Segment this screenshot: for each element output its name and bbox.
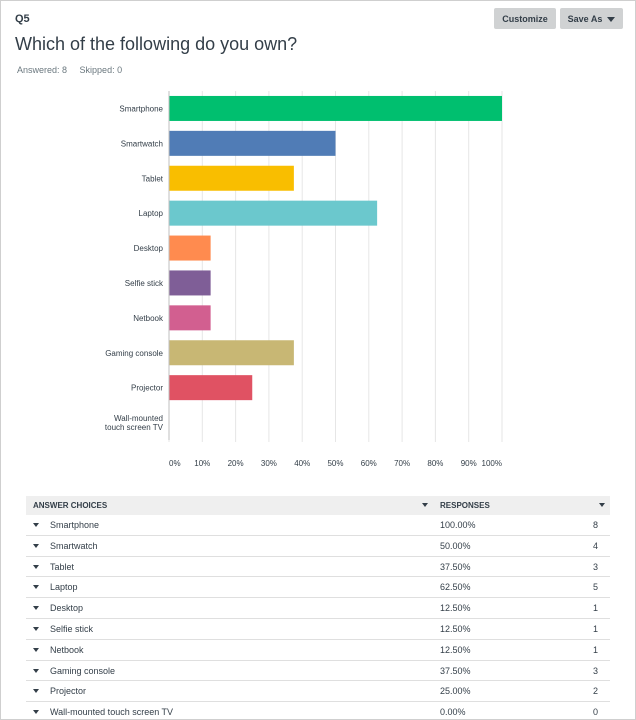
bar[interactable] [169, 235, 211, 261]
bar[interactable] [169, 340, 294, 366]
response-count: 1 [592, 603, 598, 614]
bar[interactable] [169, 270, 211, 296]
category-label: Smartwatch [121, 139, 163, 148]
table-row[interactable]: Tablet 37.50% 3 [26, 557, 610, 578]
response-percent: 100.00% [440, 520, 476, 530]
bar[interactable] [169, 165, 294, 191]
category-label: Netbook [133, 314, 164, 323]
x-tick-label: 40% [294, 459, 310, 468]
category-label: Laptop [139, 209, 164, 218]
expand-row-icon[interactable] [33, 710, 39, 715]
table-row[interactable]: Projector 25.00% 2 [26, 681, 610, 703]
x-tick-label: 60% [361, 459, 377, 468]
category-label: Desktop [134, 244, 164, 253]
response-percent: 12.50% [440, 644, 471, 655]
expand-row-icon[interactable] [33, 523, 39, 527]
answer-table: ANSWER CHOICES RESPONSES Smartphone 100.0… [26, 496, 610, 719]
answered-count: Answered: 8 [17, 65, 68, 75]
response-count: 3 [592, 665, 598, 676]
response-count: 8 [592, 520, 598, 530]
customize-button[interactable]: Customize [494, 8, 556, 29]
x-tick-label: 70% [394, 459, 410, 468]
response-count: 5 [592, 582, 598, 593]
bar[interactable] [169, 375, 253, 401]
sort-responses-icon[interactable] [599, 503, 605, 507]
answer-choice-label: Smartwatch [50, 540, 98, 551]
table-row[interactable]: Desktop 12.50% 1 [26, 598, 610, 619]
table-row[interactable]: Smartwatch 50.00% 4 [26, 536, 610, 557]
question-title: Which of the following do you own? [15, 34, 298, 54]
x-tick-label: 50% [327, 459, 343, 468]
response-percent: 50.00% [440, 540, 471, 551]
response-percent: 37.50% [440, 561, 471, 572]
answer-choice-label: Wall-mounted touch screen TV [50, 707, 174, 718]
response-percent: 12.50% [440, 623, 471, 634]
skipped-count: Skipped: 0 [79, 65, 123, 75]
category-label: Smartphone [119, 104, 163, 113]
bar[interactable] [169, 95, 502, 121]
answer-choice-label: Netbook [50, 644, 84, 655]
x-tick-label: 20% [228, 459, 244, 468]
bar-chart: Smartphone Smartwatch Tablet Laptop Desktop S… [105, 91, 503, 468]
table-row[interactable]: Gaming console 37.50% 3 [26, 661, 610, 682]
expand-row-icon[interactable] [33, 543, 39, 548]
table-row[interactable]: Wall-mounted touch screen TV 0.00% 0 [26, 702, 610, 719]
table-row[interactable]: Smartphone 100.00% 8 [26, 515, 610, 536]
table-row[interactable]: Selfie stick 12.50% 1 [26, 619, 610, 640]
customize-button-label: Customize [502, 13, 548, 24]
answer-choice-label: Projector [50, 686, 87, 697]
table-row[interactable]: Laptop 62.50% 5 [26, 577, 610, 599]
response-count: 4 [592, 540, 598, 551]
x-tick-label: 80% [427, 459, 443, 468]
bar[interactable] [169, 200, 378, 226]
x-tick-label: 30% [261, 459, 277, 468]
answer-choice-label: Gaming console [50, 665, 116, 676]
x-tick-label: 90% [461, 459, 477, 468]
answer-choice-label: Desktop [50, 603, 84, 614]
category-label: Projector [131, 384, 163, 393]
header-answer-choices[interactable]: ANSWER CHOICES [33, 501, 108, 510]
category-label: Tablet [142, 174, 164, 183]
response-count: 0 [592, 707, 598, 718]
question-number: Q5 [15, 13, 30, 25]
answer-choice-label: Tablet [50, 561, 75, 572]
category-label: Gaming console [105, 349, 163, 358]
response-count: 1 [592, 623, 598, 634]
response-percent: 12.50% [440, 603, 471, 614]
expand-row-icon[interactable] [33, 668, 39, 673]
x-tick-label: 10% [194, 459, 210, 468]
response-count: 3 [592, 561, 598, 572]
save-as-button-label: Save As [567, 13, 603, 24]
expand-row-icon[interactable] [33, 626, 39, 631]
answer-choice-label: Smartphone [50, 520, 100, 530]
table-body: Smartphone 100.00% 8 Smartwatch 50.00% 4 Table… [26, 515, 610, 719]
x-tick-label: 0% [169, 459, 181, 468]
chevron-down-icon [607, 16, 616, 22]
response-count: 1 [592, 644, 598, 655]
expand-row-icon[interactable] [33, 564, 39, 569]
bar[interactable] [169, 130, 336, 156]
x-tick-label: 100% [482, 459, 502, 468]
expand-row-icon[interactable] [33, 647, 39, 652]
answer-choice-label: Selfie stick [50, 623, 94, 634]
answer-choice-label: Laptop [50, 582, 78, 593]
expand-row-icon[interactable] [33, 689, 39, 694]
bar[interactable] [169, 305, 211, 331]
response-percent: 62.50% [440, 582, 471, 593]
response-percent: 37.50% [440, 665, 471, 676]
sort-choices-icon[interactable] [422, 503, 428, 507]
table-row[interactable]: Netbook 12.50% 1 [26, 640, 610, 661]
save-as-button[interactable]: Save As [560, 8, 623, 29]
table-header: ANSWER CHOICES RESPONSES [26, 496, 610, 515]
expand-row-icon[interactable] [33, 606, 39, 611]
response-count: 2 [592, 686, 598, 697]
response-percent: 0.00% [440, 707, 466, 718]
category-label: Wall-mounted touch screen TV [105, 414, 164, 432]
response-percent: 25.00% [440, 686, 471, 697]
response-stats: Answered: 8 Skipped: 0 [17, 65, 132, 75]
category-label: Selfie stick [125, 279, 164, 288]
expand-row-icon[interactable] [33, 585, 39, 590]
header-responses[interactable]: RESPONSES [440, 501, 490, 510]
